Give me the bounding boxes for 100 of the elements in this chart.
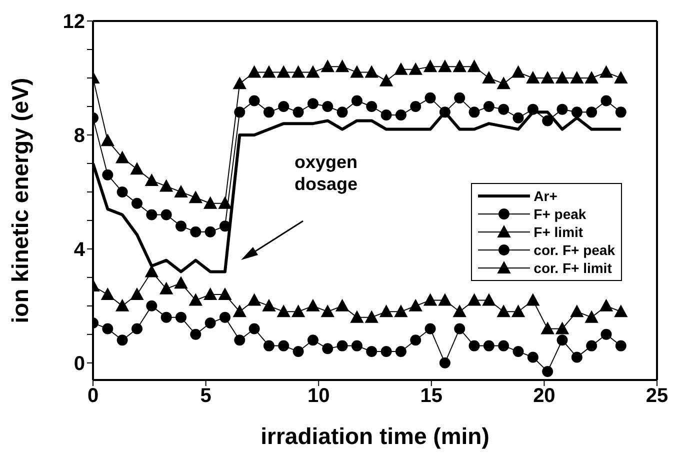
point <box>438 294 452 306</box>
point <box>395 110 406 121</box>
point <box>204 288 217 300</box>
x-tick-label: 25 <box>646 385 668 408</box>
point <box>498 340 510 352</box>
point <box>380 346 392 358</box>
y-tick-label: 0 <box>74 353 85 376</box>
point <box>497 77 510 90</box>
point <box>468 340 480 352</box>
point <box>424 294 437 306</box>
point <box>512 346 524 358</box>
point <box>146 300 158 312</box>
point <box>380 305 393 318</box>
annotation: oxygen dosage <box>294 152 358 194</box>
point <box>116 299 129 312</box>
point <box>278 340 290 352</box>
point <box>600 95 612 106</box>
point <box>570 305 584 318</box>
point <box>439 106 450 118</box>
point <box>189 294 202 306</box>
point <box>277 305 290 318</box>
legend-label: cor. F+ peak <box>534 242 615 258</box>
point <box>248 294 261 306</box>
point <box>248 323 260 334</box>
point <box>424 92 436 104</box>
legend-label: F+ limit <box>534 224 584 240</box>
point <box>483 340 494 352</box>
point <box>130 288 144 300</box>
point <box>454 92 466 104</box>
point <box>160 282 173 294</box>
point <box>542 366 554 377</box>
point <box>190 226 202 238</box>
point <box>438 60 452 72</box>
point <box>571 106 582 118</box>
y-tick-label: 12 <box>62 11 85 34</box>
point <box>336 340 348 352</box>
point <box>483 100 494 112</box>
point <box>571 352 582 363</box>
point <box>512 305 525 318</box>
point <box>424 60 437 72</box>
point <box>204 196 217 209</box>
point <box>410 100 422 112</box>
point <box>366 100 378 112</box>
x-tick-label: 10 <box>307 385 330 408</box>
point <box>586 340 598 352</box>
x-tick-label: 15 <box>420 385 443 408</box>
point <box>453 60 466 72</box>
point <box>263 106 274 118</box>
point <box>174 276 188 289</box>
point <box>116 186 128 198</box>
point <box>556 71 569 84</box>
point <box>131 198 142 209</box>
point <box>570 71 584 84</box>
point <box>101 134 114 146</box>
point <box>278 100 290 112</box>
point <box>527 104 538 115</box>
point <box>219 312 230 323</box>
point <box>292 305 305 318</box>
point <box>454 323 466 334</box>
point <box>541 322 554 334</box>
point <box>145 174 158 186</box>
point <box>160 209 172 220</box>
point <box>482 294 496 306</box>
point <box>366 346 378 358</box>
point <box>263 340 274 352</box>
point <box>262 66 276 78</box>
point <box>292 346 304 358</box>
point <box>146 209 158 220</box>
point <box>615 106 626 118</box>
point <box>160 312 172 323</box>
point <box>541 71 554 84</box>
point <box>336 299 349 312</box>
point <box>174 185 188 198</box>
point <box>262 299 276 312</box>
point <box>234 334 246 346</box>
point <box>351 95 362 106</box>
point <box>190 328 202 340</box>
point <box>306 66 320 78</box>
point <box>234 106 246 118</box>
point <box>218 288 232 300</box>
point <box>526 71 540 84</box>
point <box>556 104 568 115</box>
point <box>600 299 613 312</box>
point <box>395 346 406 358</box>
y-tick-label: 4 <box>74 239 86 262</box>
point <box>116 334 128 346</box>
point <box>468 60 481 72</box>
point <box>233 77 246 90</box>
point <box>218 196 232 209</box>
x-tick-label: 5 <box>200 385 212 408</box>
point <box>321 60 334 72</box>
point <box>556 334 568 346</box>
point <box>248 66 261 78</box>
y-axis-title: ion kinetic energy (eV) <box>7 78 34 324</box>
point <box>468 294 481 306</box>
point <box>204 226 216 238</box>
point <box>512 112 524 124</box>
point <box>585 310 598 323</box>
legend-label: Ar+ <box>534 188 558 204</box>
point <box>321 305 334 318</box>
